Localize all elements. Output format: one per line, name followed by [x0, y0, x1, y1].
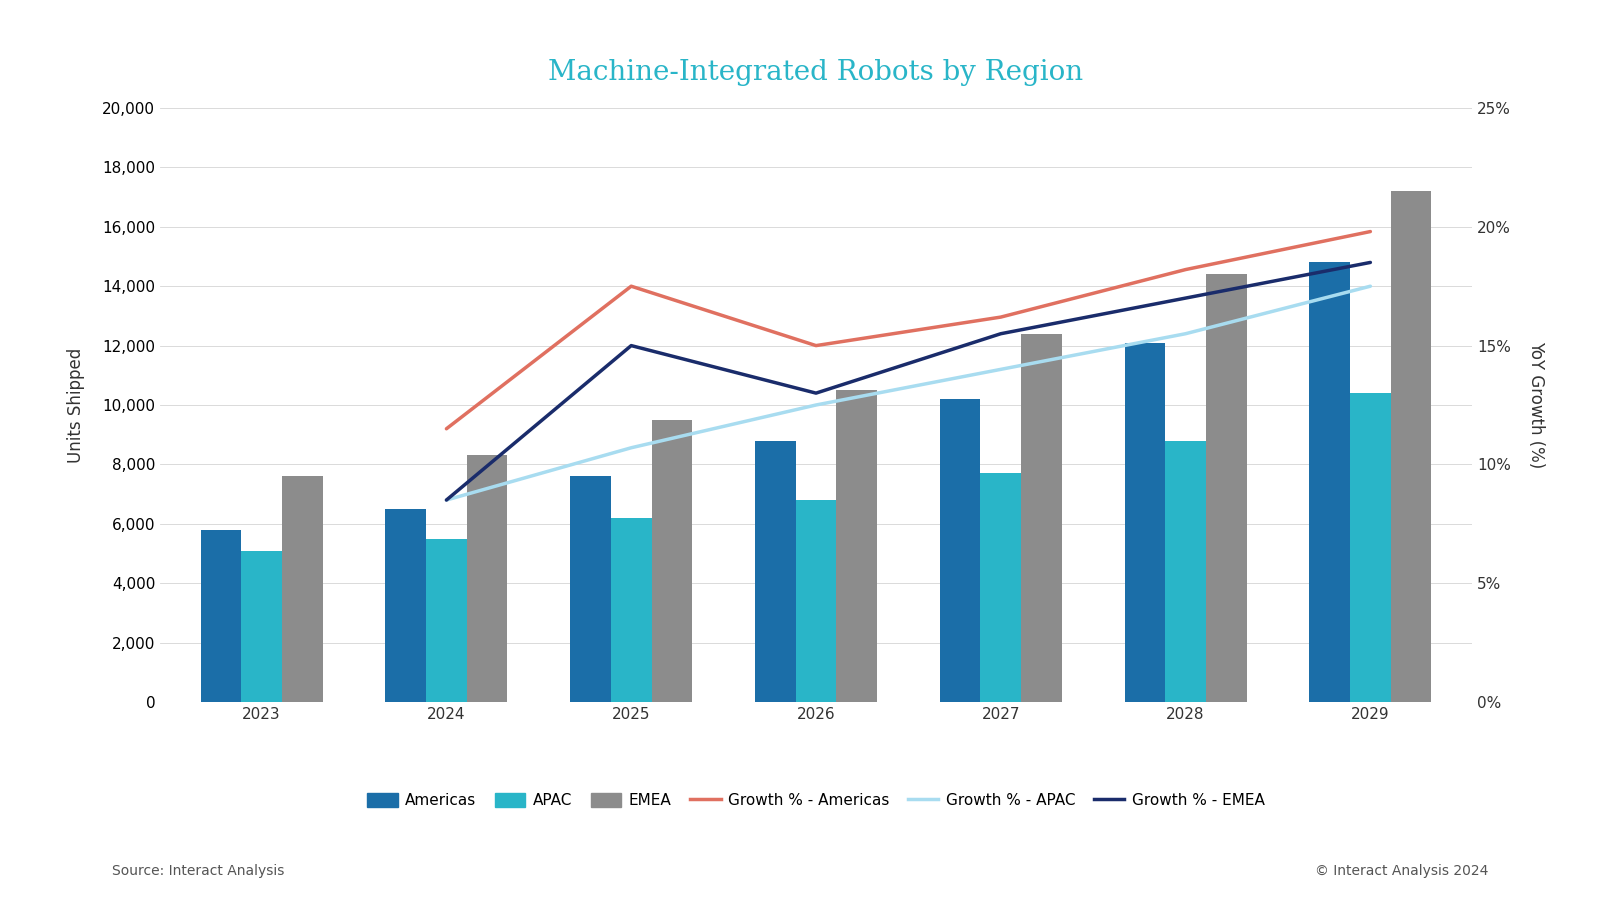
Bar	[837, 391, 877, 702]
Bar	[1390, 191, 1432, 702]
Bar	[611, 518, 651, 702]
Bar	[426, 538, 467, 702]
Bar	[939, 399, 981, 702]
Legend: Americas, APAC, EMEA, Growth % - Americas, Growth % - APAC, Growth % - EMEA: Americas, APAC, EMEA, Growth % - America…	[362, 787, 1270, 814]
Title: Machine-Integrated Robots by Region: Machine-Integrated Robots by Region	[549, 59, 1083, 86]
Bar	[570, 476, 611, 702]
Bar	[200, 530, 242, 702]
Bar	[1021, 334, 1062, 702]
Text: © Interact Analysis 2024: © Interact Analysis 2024	[1315, 863, 1488, 878]
Bar	[795, 500, 837, 702]
Bar	[755, 441, 795, 702]
Bar	[1309, 263, 1350, 702]
Bar	[242, 551, 282, 702]
Bar	[467, 455, 507, 702]
Bar	[1125, 343, 1165, 702]
Text: Source: Interact Analysis: Source: Interact Analysis	[112, 863, 285, 878]
Bar	[651, 419, 693, 702]
Bar	[1350, 393, 1390, 702]
Bar	[1206, 274, 1246, 702]
Y-axis label: Units Shipped: Units Shipped	[67, 347, 85, 463]
Bar	[1165, 441, 1206, 702]
Bar	[981, 473, 1021, 702]
Bar	[282, 476, 323, 702]
Bar	[386, 509, 426, 702]
Y-axis label: YoY Growth (%): YoY Growth (%)	[1528, 341, 1546, 469]
